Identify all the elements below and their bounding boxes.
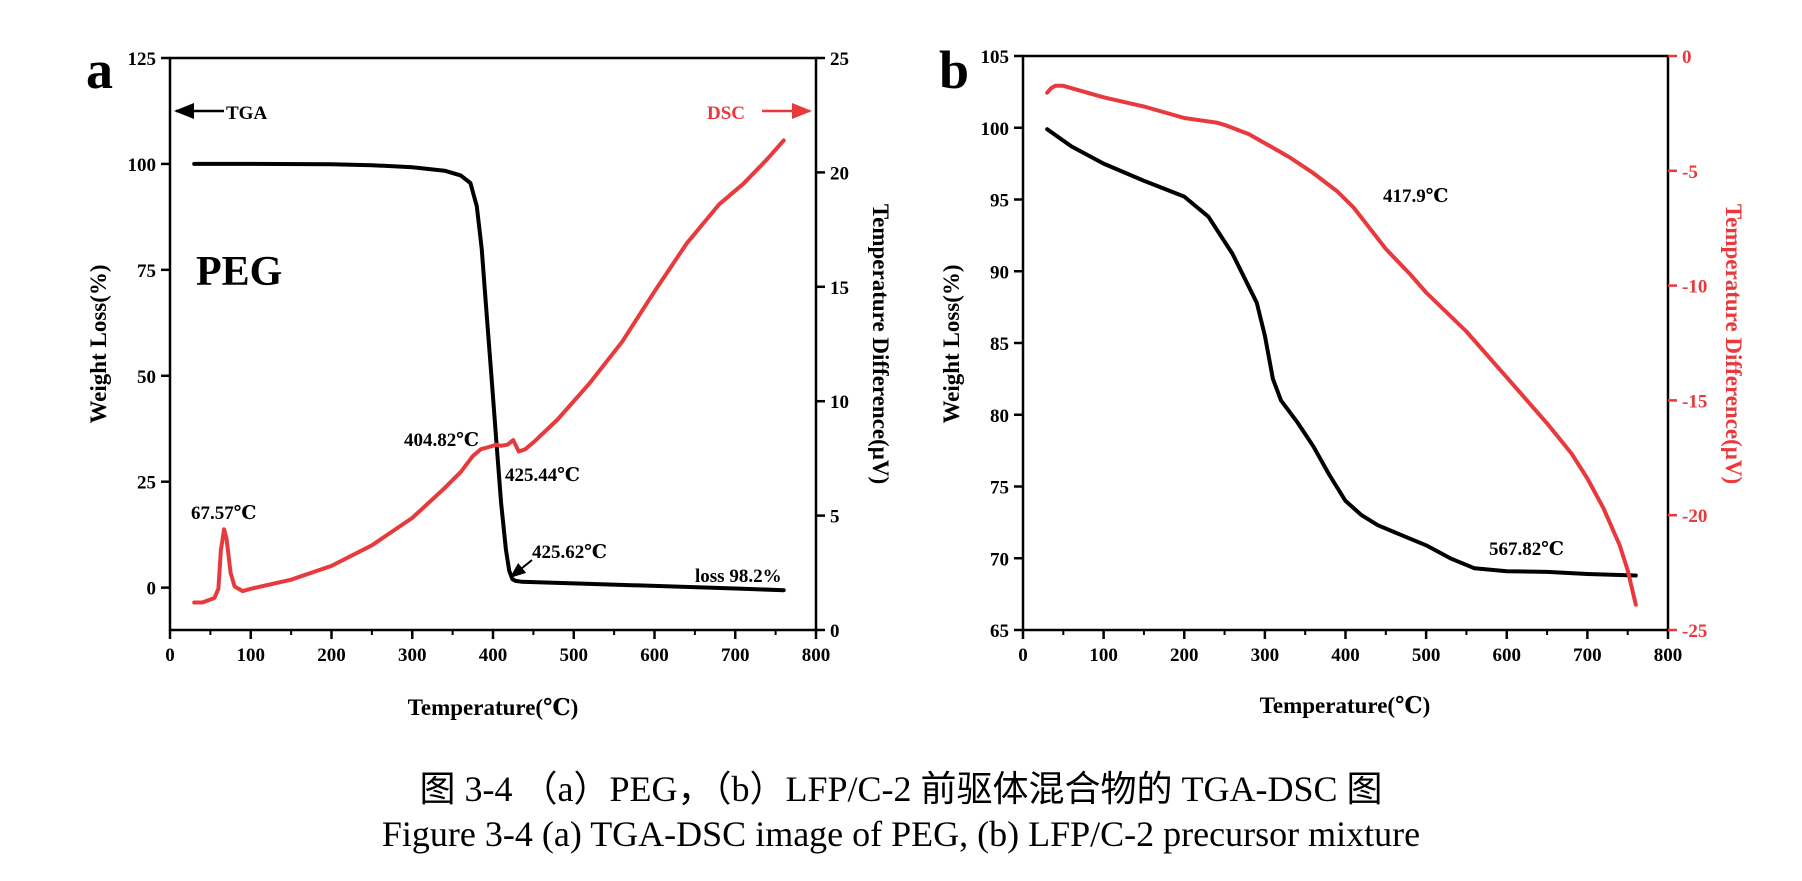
panel-a-left-tick-label: 0: [147, 579, 157, 600]
panel-b-left-tick-label: 85: [990, 334, 1009, 355]
panel-a-x-tick-label: 400: [479, 645, 508, 666]
panel-b-right-tick-label: -15: [1682, 391, 1707, 412]
panel-b-x-tick-label: 600: [1493, 645, 1522, 666]
panel-b-dsc-series-line: [1045, 83, 1638, 607]
panel-a-left-tick-label: 50: [137, 367, 156, 388]
panel-a-x-tick-label: 700: [721, 645, 750, 666]
panel-b-left-tick-label: 90: [990, 262, 1009, 283]
panel-a-axes: 0 100 200 300 400 500 600 700 800 0 25 50 75 100 125 0 5…: [128, 49, 850, 666]
panel-a-right-axis-label: Temperature Difference(μV): [868, 204, 893, 484]
panel-a-left-tick-label: 75: [137, 261, 156, 282]
panel-b-x-tick-label: 0: [1018, 645, 1028, 666]
panel-a-plot-frame: [168, 56, 818, 632]
panel-a-label: a: [86, 40, 113, 100]
panel-b-tga-series-line: [1045, 127, 1638, 578]
panel-a-x-tick-label: 200: [317, 645, 346, 666]
tga-legend-label: TGA: [226, 103, 267, 124]
panel-a-right-tick-label: 5: [830, 507, 840, 528]
annotation-425-62-arrow: [509, 559, 533, 579]
panel-b-left-tick-label: 65: [990, 621, 1009, 642]
annotation-67-57: 67.57℃: [191, 503, 257, 524]
annotation-425-62: 425.62℃: [532, 542, 607, 563]
panel-b-left-axis-label: Weight Loss(%): [939, 264, 964, 423]
panel-b-left-tick-label: 80: [990, 406, 1009, 427]
dsc-legend-label: DSC: [707, 103, 745, 124]
panel-b-plot-frame: [1021, 54, 1670, 632]
figure-caption-chinese: 图 3-4 （a）PEG，（b）LFP/C-2 前驱体混合物的 TGA-DSC …: [419, 769, 1383, 809]
panel-b-right-tick-label: -20: [1682, 506, 1707, 527]
panel-b-x-tick-label: 500: [1412, 645, 1441, 666]
panel-a-right-tick-label: 10: [830, 392, 849, 413]
panel-a-tga-series-line: [192, 161, 786, 593]
panel-b-left-tick-label: 70: [990, 549, 1009, 570]
annotation-loss: loss 98.2%: [695, 566, 782, 587]
panel-b-label: b: [939, 40, 969, 100]
panel-a-right-tick-label: 15: [830, 278, 849, 299]
panel-b-left-tick-label: 75: [990, 478, 1009, 499]
panel-a-x-tick-label: 800: [802, 645, 831, 666]
panel-a-chart: 0 100 200 300 400 500 600 700 800 0 25 50 75 100 125 0 5…: [86, 40, 893, 720]
panel-b-chart: 0 100 200 300 400 500 600 700 800 65 70 75 80 85 90 95 1…: [939, 40, 1746, 718]
panel-b-x-tick-label: 700: [1573, 645, 1602, 666]
figure-caption-english: Figure 3-4 (a) TGA-DSC image of PEG, (b)…: [381, 814, 1421, 854]
panel-a-x-tick-label: 300: [398, 645, 427, 666]
panel-b-right-tick-label: -5: [1682, 162, 1698, 183]
panel-a-left-tick-label: 25: [137, 473, 156, 494]
panel-b-axes: 0 100 200 300 400 500 600 700 800 65 70 75 80 85 90 95 1…: [981, 47, 1708, 666]
panel-a-x-tick-label: 0: [165, 645, 175, 666]
annotation-567-82: 567.82℃: [1489, 539, 1564, 560]
panel-a-dsc-series-line: [192, 138, 786, 605]
panel-b-left-tick-label: 105: [981, 47, 1010, 68]
panel-b-right-tick-label: -10: [1682, 277, 1707, 298]
panel-a-x-tick-label: 100: [237, 645, 266, 666]
panel-b-left-tick-label: 95: [990, 191, 1009, 212]
panel-b-x-tick-label: 400: [1331, 645, 1360, 666]
panel-a-left-tick-label: 125: [128, 49, 157, 70]
panel-b-right-tick-label: 0: [1682, 47, 1692, 68]
panel-b-x-tick-label: 800: [1654, 645, 1683, 666]
panel-b-x-tick-label: 300: [1251, 645, 1280, 666]
panel-a-x-tick-label: 600: [640, 645, 669, 666]
panel-a-right-tick-label: 0: [830, 621, 840, 642]
panel-a-left-tick-label: 100: [128, 155, 157, 176]
panel-b-x-tick-label: 200: [1170, 645, 1199, 666]
panel-a-sample-label: PEG: [196, 249, 282, 295]
annotation-425-44: 425.44℃: [505, 465, 580, 486]
panel-a-x-tick-label: 500: [560, 645, 589, 666]
annotation-417-9: 417.9℃: [1383, 186, 1449, 207]
panel-b-right-tick-label: -25: [1682, 621, 1707, 642]
panel-b-x-axis-label: Temperature(℃): [1260, 693, 1431, 718]
panel-a-x-axis-label: Temperature(℃): [408, 695, 579, 720]
panel-a-left-axis-label: Weight Loss(%): [86, 264, 111, 423]
panel-b-right-axis-label: Temperature Difference(μV): [1721, 204, 1746, 484]
panel-b-x-tick-label: 100: [1089, 645, 1118, 666]
panel-a-right-tick-label: 20: [830, 163, 849, 184]
annotation-404-82: 404.82℃: [404, 430, 479, 451]
panel-b-left-tick-label: 100: [981, 119, 1010, 140]
panel-a-right-tick-label: 25: [830, 49, 849, 70]
